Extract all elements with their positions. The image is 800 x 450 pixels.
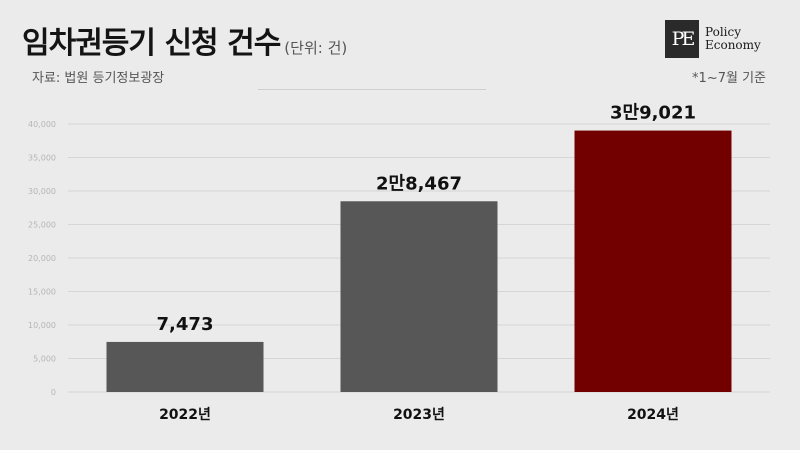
y-tick-label: 0 (51, 388, 56, 397)
logo-line-2: Economy (705, 38, 761, 52)
logo-mark: PE (665, 20, 699, 58)
y-tick-label: 30,000 (28, 187, 56, 196)
source-label: 자료: 법원 등기정보광장 (32, 71, 165, 86)
chart-title: 임차권등기 신청 건수 (단위: 건) (22, 18, 347, 62)
y-tick-label: 25,000 (28, 221, 56, 230)
logo-text: Policy Economy (705, 26, 761, 52)
bar (106, 341, 264, 392)
y-tick-label: 5,000 (33, 355, 56, 364)
x-tick-label: 2024년 (627, 407, 679, 423)
y-tick-label: 40,000 (28, 120, 56, 129)
chart-title-text: 임차권등기 신청 건수 (22, 26, 281, 61)
logo-line-1: Policy (705, 25, 741, 39)
bar (340, 201, 498, 392)
y-tick-label: 15,000 (28, 288, 56, 297)
y-tick-label: 10,000 (28, 321, 56, 330)
data-label: 3만9,021 (610, 103, 696, 124)
x-tick-label: 2023년 (393, 407, 445, 423)
bar (574, 130, 732, 392)
unit-label: (단위: 건) (284, 39, 348, 57)
data-label: 7,473 (157, 314, 214, 335)
x-tick-label: 2022년 (159, 407, 211, 423)
header-divider (258, 89, 486, 90)
publisher-logo: PE Policy Economy (665, 20, 761, 58)
data-label: 2만8,467 (376, 173, 462, 194)
y-tick-label: 20,000 (28, 254, 56, 263)
y-tick-label: 35,000 (28, 154, 56, 163)
period-note: *1~7월 기준 (692, 71, 766, 86)
